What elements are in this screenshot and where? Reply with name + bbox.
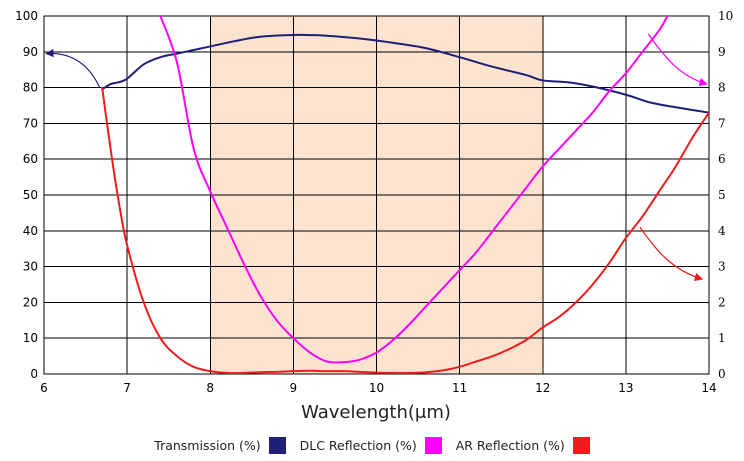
legend-swatch-navy xyxy=(268,437,286,454)
legend-swatch-magenta xyxy=(424,437,442,454)
legend-label: AR Reflection (%) xyxy=(455,438,565,453)
y-tick-label-right: 9 xyxy=(718,45,726,59)
y-tick-label-right: 3 xyxy=(718,260,726,274)
plot-frame xyxy=(43,15,710,375)
y-tick-label-left: 60 xyxy=(23,152,38,166)
legend-item-dlc-reflection: DLC Reflection (%) xyxy=(300,437,442,454)
x-tick-label: 8 xyxy=(206,381,214,395)
y-tick-label-left: 100 xyxy=(15,9,38,23)
dlc-axis-arrow xyxy=(647,33,708,87)
y-tick-label-right: 8 xyxy=(718,81,726,95)
y-tick-label-left: 0 xyxy=(30,367,38,381)
y-tick-label-right: 7 xyxy=(718,116,726,130)
x-tick-label: 13 xyxy=(618,381,633,395)
y-tick-label-left: 40 xyxy=(23,224,38,238)
ar-axis-arrow xyxy=(639,226,704,282)
legend-item-ar-reflection: AR Reflection (%) xyxy=(456,437,590,454)
y-tick-label-right: 5 xyxy=(718,188,726,202)
x-tick-label: 11 xyxy=(452,381,467,395)
dlc-reflection-line xyxy=(159,16,669,364)
legend: Transmission (%) DLC Reflection (%) AR R… xyxy=(0,437,744,454)
legend-label: DLC Reflection (%) xyxy=(299,438,417,453)
y-tick-label-left: 70 xyxy=(23,116,38,130)
transmission-axis-arrow xyxy=(45,48,101,88)
x-tick-label: 9 xyxy=(290,381,298,395)
y-tick-label-left: 30 xyxy=(23,260,38,274)
legend-label: Transmission (%) xyxy=(154,438,261,453)
y-tick-label-left: 10 xyxy=(23,331,38,345)
ar-reflection-line xyxy=(101,86,709,374)
legend-item-transmission: Transmission (%) xyxy=(154,437,286,454)
y-tick-label-left: 20 xyxy=(23,295,38,309)
x-tick-label: 6 xyxy=(40,381,48,395)
x-tick-label: 14 xyxy=(701,381,716,395)
y-tick-label-left: 80 xyxy=(23,81,38,95)
y-tick-label-left: 50 xyxy=(23,188,38,202)
y-tick-label-right: 6 xyxy=(718,152,726,166)
y-tick-label-right: 1 xyxy=(718,331,726,345)
x-tick-label: 12 xyxy=(535,381,550,395)
y-tick-label-right: 4 xyxy=(718,224,726,238)
y-tick-label-left: 90 xyxy=(23,45,38,59)
x-tick-label: 10 xyxy=(369,381,384,395)
legend-swatch-red xyxy=(572,437,590,454)
y-tick-label-right: 0 xyxy=(718,367,726,381)
x-axis-label: Wavelength(μm) xyxy=(301,402,451,423)
x-tick-label: 7 xyxy=(123,381,131,395)
transmission-line xyxy=(101,33,709,114)
y-tick-label-right: 10 xyxy=(718,9,733,23)
y-tick-label-right: 2 xyxy=(718,295,726,309)
